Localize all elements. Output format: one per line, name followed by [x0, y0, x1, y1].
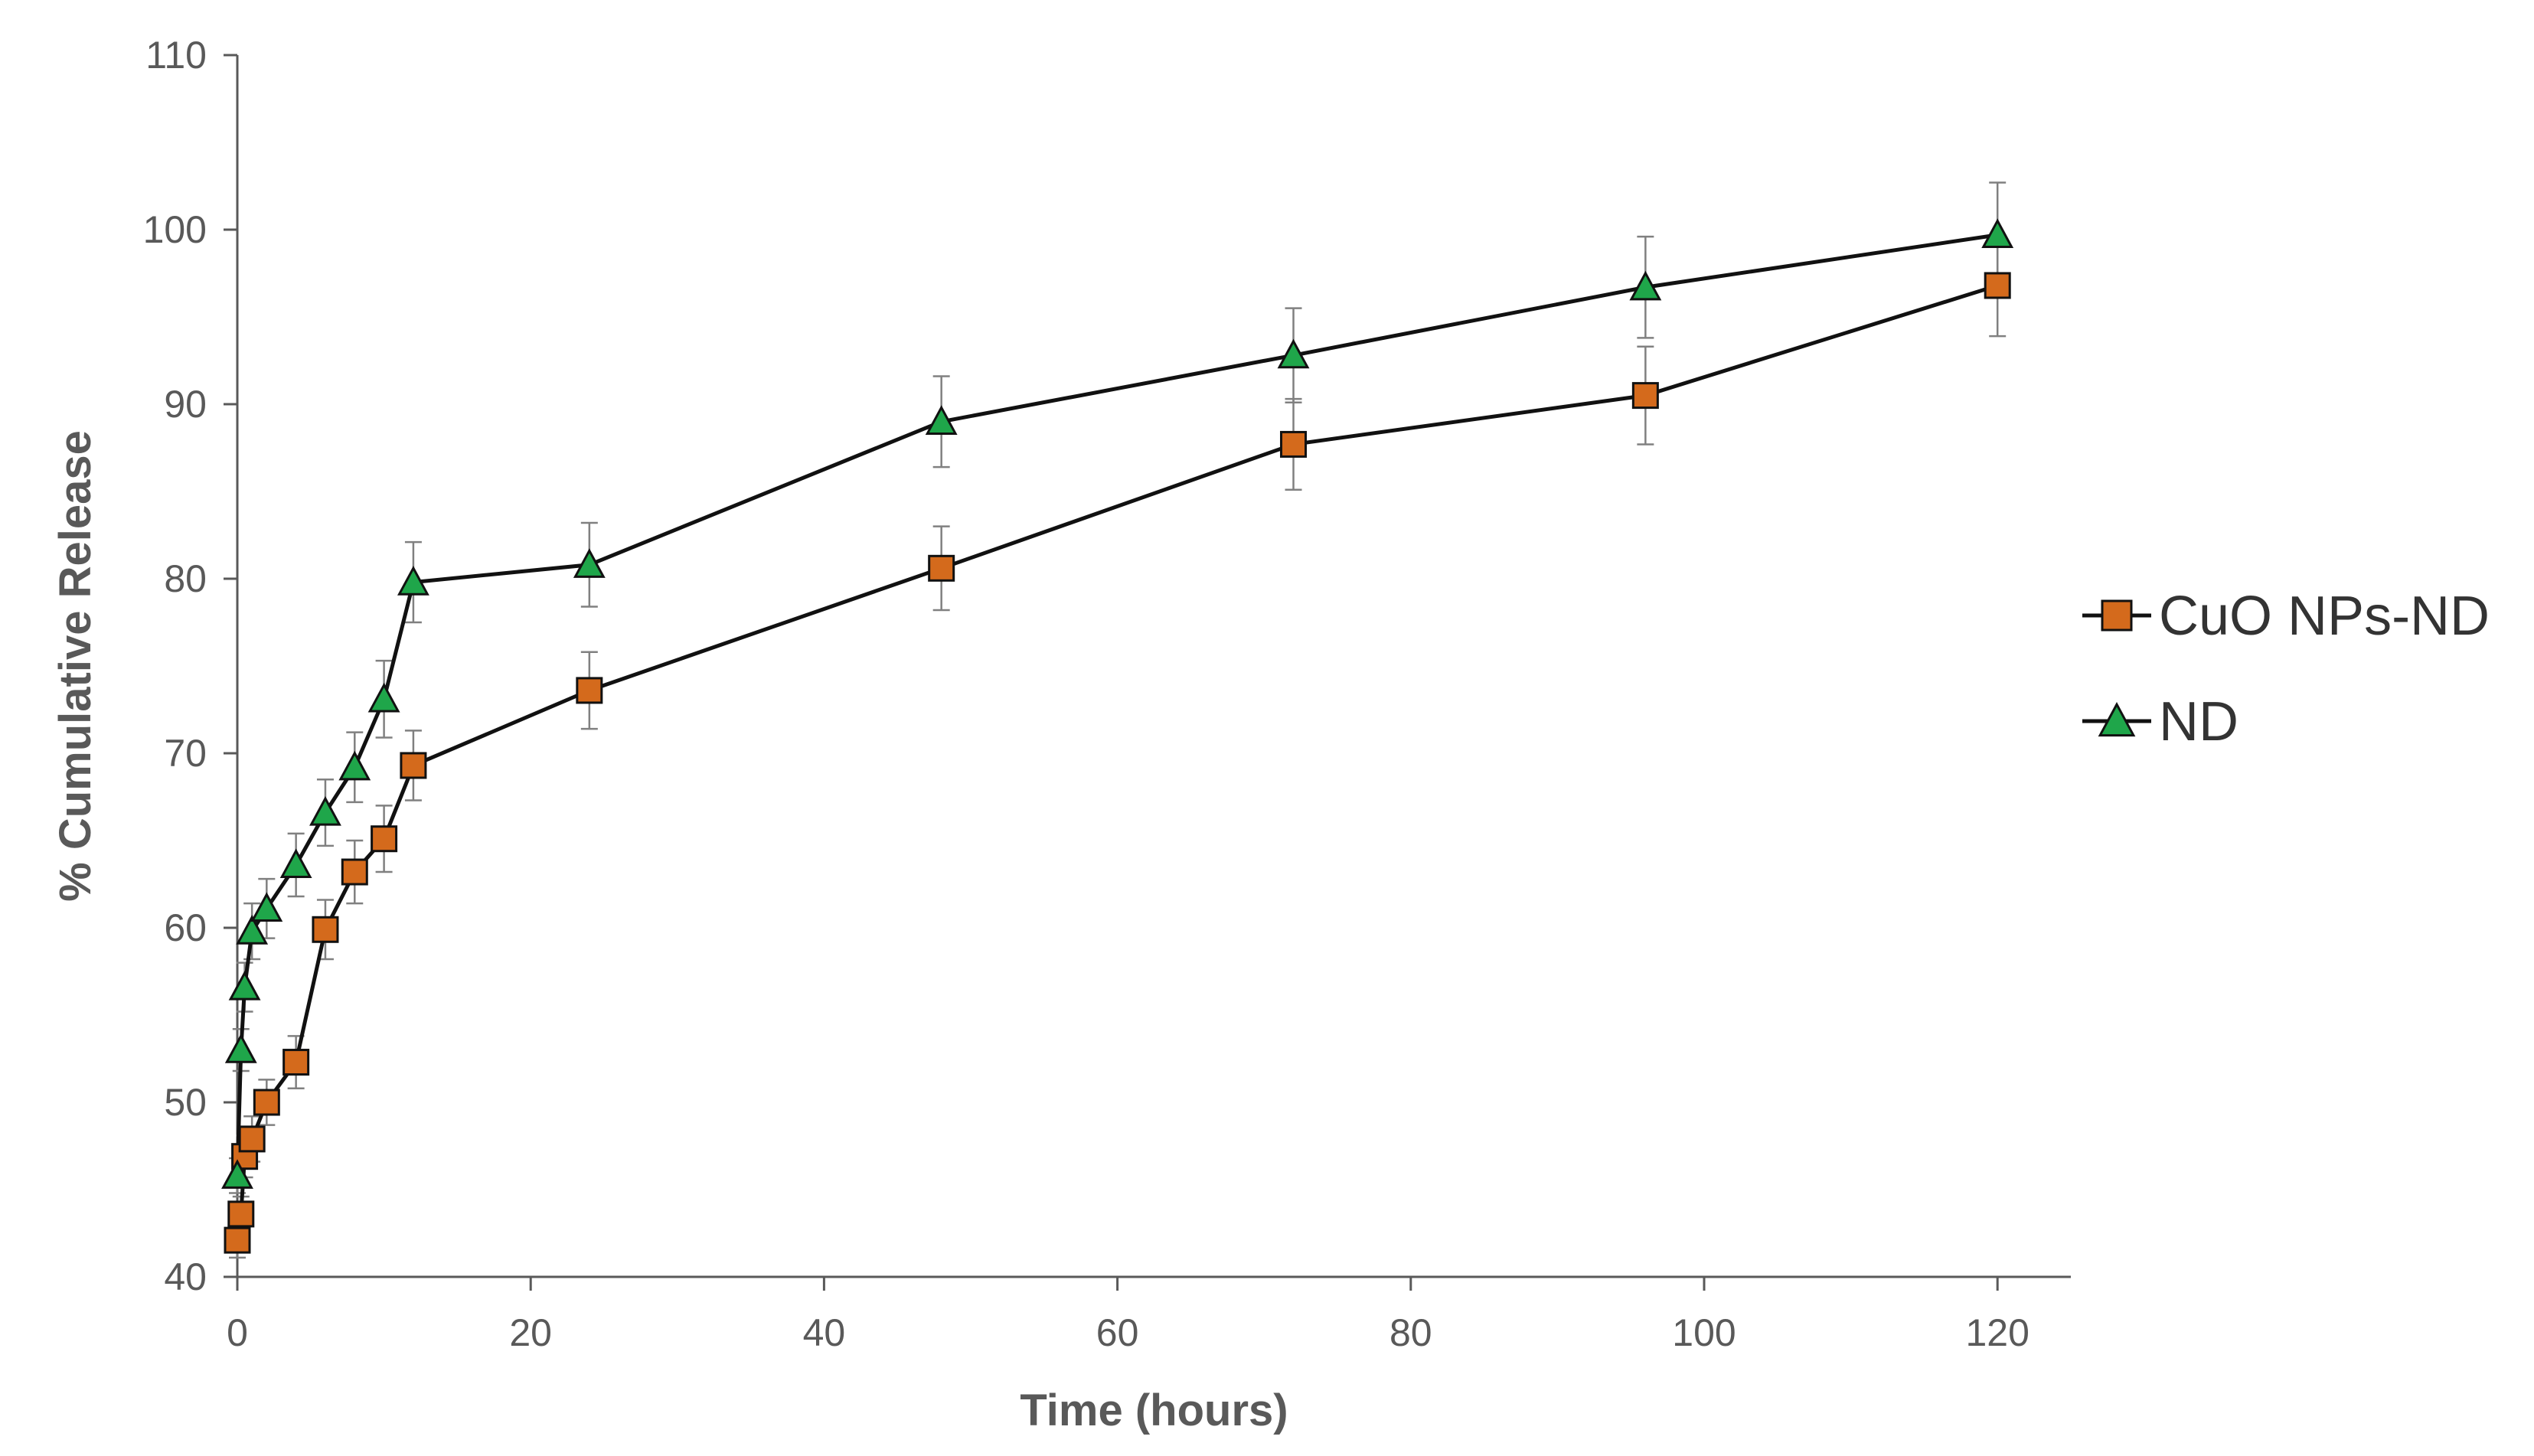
- y-tick-label: 80: [164, 557, 207, 600]
- data-point-cuo-nps-nd: [238, 1125, 266, 1153]
- data-point-nd: [309, 795, 341, 826]
- data-point-nd: [224, 1033, 257, 1063]
- data-point-nd: [1629, 270, 1662, 301]
- x-tick-label: 80: [1389, 1311, 1432, 1354]
- legend-label-cuo-nps-nd: CuO NPs-ND: [2159, 586, 2490, 647]
- data-point-cuo-nps-nd: [341, 858, 368, 886]
- legend-marker-cuo-nps-nd: [2101, 599, 2133, 632]
- data-point-nd: [1981, 218, 2014, 248]
- data-point-cuo-nps-nd: [928, 554, 955, 582]
- data-point-cuo-nps-nd: [227, 1200, 255, 1228]
- y-tick-label: 50: [164, 1081, 207, 1124]
- x-tick-label: 0: [227, 1311, 248, 1354]
- x-tick-label: 20: [509, 1311, 552, 1354]
- data-point-nd: [221, 1159, 253, 1189]
- x-axis-title: Time (hours): [1020, 1386, 1288, 1435]
- data-point-nd: [250, 892, 283, 922]
- data-point-cuo-nps-nd: [1984, 272, 2011, 299]
- data-point-cuo-nps-nd: [1631, 382, 1659, 410]
- series-line-nd: [235, 233, 1998, 1176]
- error-bars: [229, 181, 2007, 1259]
- legend: CuO NPs-ND ND: [2082, 586, 2490, 752]
- y-tick-label: 100: [143, 208, 207, 251]
- data-point-nd: [367, 682, 400, 713]
- data-point-cuo-nps-nd: [371, 825, 398, 853]
- data-point-cuo-nps-nd: [253, 1089, 280, 1116]
- y-axis-title: % Cumulative Release: [51, 430, 100, 902]
- data-point-nd: [338, 750, 371, 781]
- data-point-nd: [279, 848, 312, 879]
- data-point-nd: [1277, 338, 1310, 369]
- y-tick-label: 90: [164, 383, 207, 426]
- data-point-nd: [228, 970, 261, 1001]
- data-point-nd: [236, 915, 269, 945]
- x-tick-label: 100: [1672, 1311, 1736, 1354]
- data-point-cuo-nps-nd: [576, 677, 603, 704]
- data-point-nd: [397, 566, 429, 596]
- y-tick-label: 70: [164, 732, 207, 775]
- y-tick-label: 40: [164, 1255, 207, 1298]
- data-point-cuo-nps-nd: [400, 752, 427, 779]
- series-lines: [235, 233, 1998, 1241]
- data-point-cuo-nps-nd: [282, 1049, 310, 1076]
- legend-label-nd: ND: [2159, 691, 2238, 752]
- axes: 40 50 60 70 80 90 100 110 0 20 40 60 80 100 120: [143, 34, 2071, 1354]
- x-tick-label: 40: [803, 1311, 846, 1354]
- x-tick-label: 120: [1965, 1311, 2029, 1354]
- legend-marker-nd: [2098, 701, 2136, 737]
- x-tick-label: 60: [1096, 1311, 1139, 1354]
- data-point-nd: [925, 405, 958, 435]
- data-markers: [221, 218, 2014, 1254]
- series-line-cuo-nps-nd: [235, 283, 1998, 1241]
- data-point-nd: [573, 548, 606, 578]
- y-tick-label: 110: [145, 34, 207, 77]
- y-tick-label: 60: [164, 906, 207, 949]
- data-point-cuo-nps-nd: [1280, 430, 1308, 458]
- data-point-cuo-nps-nd: [312, 916, 339, 943]
- data-point-cuo-nps-nd: [224, 1226, 251, 1254]
